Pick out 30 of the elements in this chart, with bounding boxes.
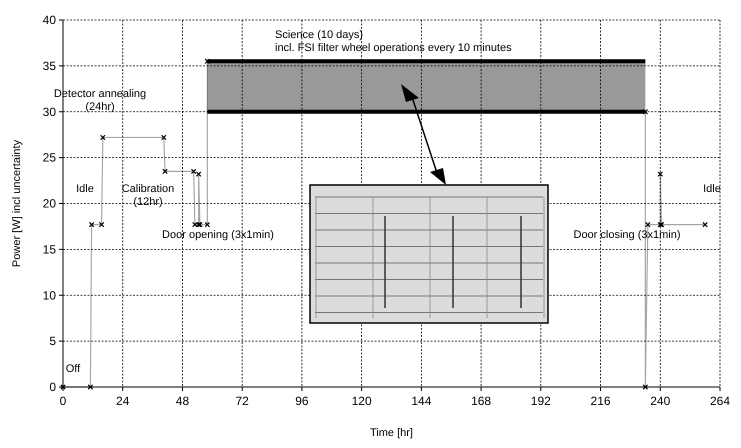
- x-tick-label: 72: [236, 394, 250, 408]
- x-axis-title: Time [hr]: [370, 427, 413, 439]
- x-tick-label: 216: [590, 394, 611, 408]
- x-tick-label: 48: [176, 394, 190, 408]
- y-tick-label: 40: [42, 13, 56, 27]
- annotation: Science (10 days) incl. FSI filter wheel operations every 10 minutes: [275, 29, 512, 54]
- y-axis-title: Power [W] incl uncertainty: [11, 139, 23, 268]
- y-tick-label: 5: [49, 334, 56, 348]
- annotation: Calibration (12hr): [122, 183, 174, 208]
- x-tick-label: 192: [530, 394, 552, 408]
- x-tick-label: 264: [710, 394, 730, 408]
- y-tick-label: 35: [42, 58, 56, 73]
- x-tick-label: 24: [116, 394, 130, 408]
- y-tick-label: 30: [42, 104, 56, 119]
- y-tick-label: 20: [42, 196, 56, 210]
- x-tick-label: 168: [471, 394, 492, 408]
- x-tick-label: 120: [352, 394, 372, 408]
- y-tick-label: 25: [42, 150, 56, 165]
- annotation: Door closing (3x1min): [574, 229, 680, 241]
- x-tick-label: 96: [295, 394, 309, 408]
- x-tick-label: 0: [60, 394, 67, 408]
- y-tick-label: 10: [42, 288, 56, 302]
- y-tick-label: 15: [42, 242, 56, 256]
- x-tick-label: 144: [411, 394, 432, 408]
- y-tick-label: 0: [49, 380, 56, 394]
- annotation: Door opening (3x1min): [162, 229, 274, 241]
- annotation: Off: [66, 363, 82, 375]
- annotation: Idle: [76, 183, 94, 195]
- x-tick-label: 240: [650, 394, 671, 408]
- annotation: Idle: [703, 183, 721, 195]
